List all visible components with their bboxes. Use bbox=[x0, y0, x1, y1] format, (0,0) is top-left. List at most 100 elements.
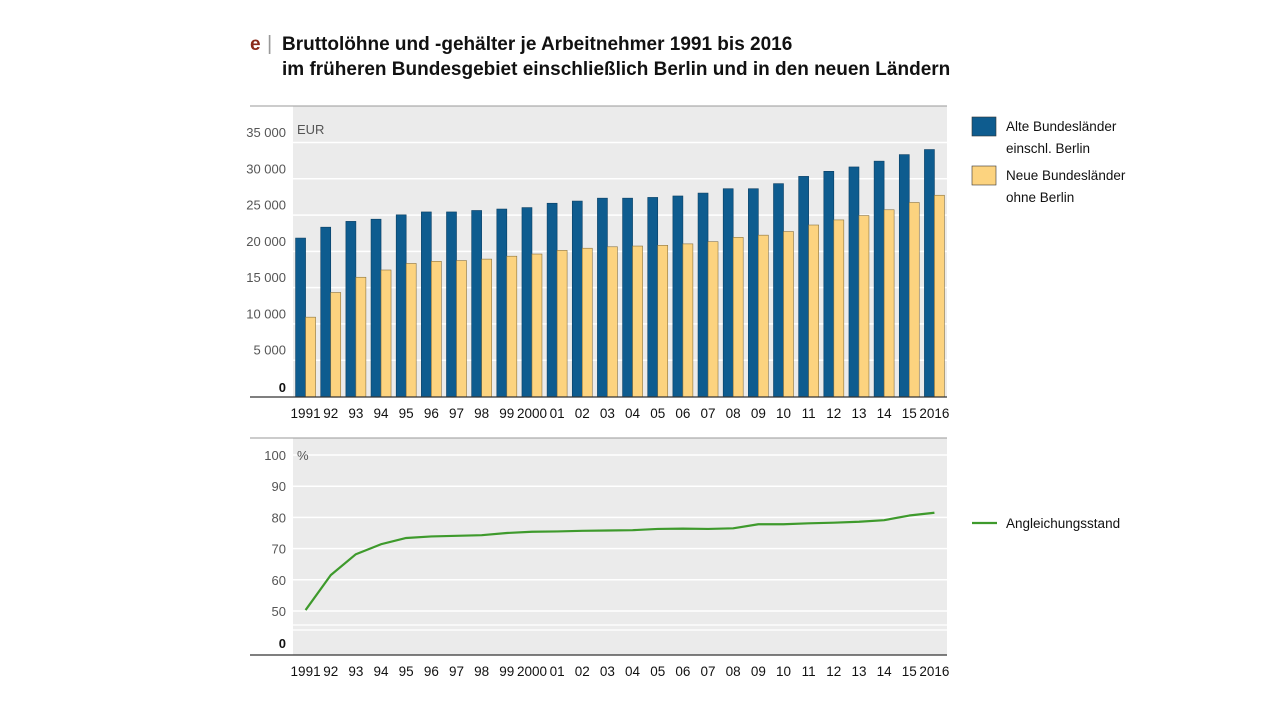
bar-alte-bundeslaender bbox=[571, 200, 583, 398]
legend-label-neue: Neue Bundesländer bbox=[1006, 168, 1126, 183]
line-x-tick-label: 15 bbox=[902, 664, 917, 679]
bar-neue-bundeslaender bbox=[581, 247, 593, 398]
bar-x-tick-label: 2016 bbox=[919, 406, 949, 421]
bar-neue-bundeslaender bbox=[506, 255, 518, 398]
bar-y-tick-label: 15 000 bbox=[246, 270, 286, 285]
line-x-tick-label: 09 bbox=[751, 664, 766, 679]
bar-neue-bundeslaender bbox=[380, 269, 392, 398]
bar-neue-bundeslaender bbox=[481, 258, 492, 398]
bar-alte-bundeslaender bbox=[496, 208, 508, 398]
line-x-tick-label: 13 bbox=[851, 664, 866, 679]
bar-alte-bundeslaender bbox=[898, 154, 910, 398]
line-x-tick-label: 2016 bbox=[919, 664, 949, 679]
title-separator: | bbox=[267, 33, 273, 55]
bar-neue-bundeslaender bbox=[355, 276, 367, 398]
bar-y-tick-label: 25 000 bbox=[246, 198, 286, 213]
bar-alte-bundeslaender bbox=[873, 160, 885, 398]
line-x-tick-label: 07 bbox=[701, 664, 716, 679]
line-x-tick-label: 92 bbox=[323, 664, 338, 679]
bar-x-tick-label: 15 bbox=[902, 406, 917, 421]
bar-alte-bundeslaender bbox=[421, 211, 432, 398]
bar-neue-bundeslaender bbox=[808, 224, 819, 398]
bar-x-tick-label: 92 bbox=[323, 406, 338, 421]
bar-alte-bundeslaender bbox=[773, 183, 784, 398]
legend-label-alte: einschl. Berlin bbox=[1006, 141, 1090, 156]
legend-swatch-neue bbox=[971, 165, 997, 186]
line-x-tick-label: 11 bbox=[802, 664, 816, 679]
bar-neue-bundeslaender bbox=[330, 292, 342, 398]
bar-neue-bundeslaender bbox=[833, 219, 845, 398]
line-x-tick-label: 99 bbox=[499, 664, 514, 679]
line-x-tick-label: 06 bbox=[675, 664, 690, 679]
panel-letter: e bbox=[250, 34, 261, 55]
bar-y-tick-label: 0 bbox=[279, 380, 286, 395]
line-plot-background bbox=[293, 438, 947, 655]
bar-x-tick-label: 01 bbox=[550, 406, 565, 421]
bar-alte-bundeslaender bbox=[395, 214, 407, 398]
line-x-tick-label: 93 bbox=[348, 664, 363, 679]
bar-neue-bundeslaender bbox=[456, 260, 467, 398]
line-x-tick-label: 2000 bbox=[517, 664, 547, 679]
bar-unit-label: EUR bbox=[297, 122, 324, 137]
bar-x-tick-label: 02 bbox=[575, 406, 590, 421]
bar-neue-bundeslaender bbox=[556, 250, 568, 398]
line-x-tick-label: 94 bbox=[374, 664, 390, 679]
bar-alte-bundeslaender bbox=[748, 188, 759, 398]
bar-x-tick-label: 97 bbox=[449, 406, 464, 421]
line-x-tick-label: 1991 bbox=[291, 664, 321, 679]
title-line-1: Bruttolöhne und -gehälter je Arbeitnehme… bbox=[282, 34, 793, 55]
bar-alte-bundeslaender bbox=[647, 197, 659, 398]
bar-y-tick-label: 20 000 bbox=[246, 234, 286, 249]
legend-label-alte: Alte Bundesländer bbox=[1006, 119, 1117, 134]
line-x-tick-label: 02 bbox=[575, 664, 590, 679]
line-x-tick-label: 14 bbox=[877, 664, 893, 679]
bar-y-tick-label: 10 000 bbox=[246, 306, 286, 321]
bar-y-tick-label: 5 000 bbox=[253, 343, 286, 358]
bar-neue-bundeslaender bbox=[858, 215, 870, 398]
bar-alte-bundeslaender bbox=[370, 218, 382, 398]
bar-neue-bundeslaender bbox=[682, 243, 694, 398]
bar-neue-bundeslaender bbox=[883, 209, 895, 398]
line-unit-label: % bbox=[297, 448, 309, 463]
bar-x-tick-label: 08 bbox=[726, 406, 741, 421]
bar-neue-bundeslaender bbox=[405, 263, 417, 398]
line-y-tick-label: 50 bbox=[272, 604, 286, 619]
bar-alte-bundeslaender bbox=[722, 188, 734, 398]
line-angleichungsstand bbox=[304, 511, 935, 611]
line-y-tick-label: 90 bbox=[272, 479, 286, 494]
bar-alte-bundeslaender bbox=[597, 197, 608, 398]
bar-y-tick-label: 35 000 bbox=[246, 125, 286, 140]
bar-neue-bundeslaender bbox=[305, 316, 316, 398]
legend-label-neue: ohne Berlin bbox=[1006, 190, 1074, 205]
bar-x-tick-label: 98 bbox=[474, 406, 489, 421]
legend-swatch-alte bbox=[971, 116, 997, 137]
bar-alte-bundeslaender bbox=[622, 197, 633, 398]
bar-neue-bundeslaender bbox=[908, 202, 920, 398]
bar-alte-bundeslaender bbox=[521, 207, 533, 398]
bar-x-tick-label: 06 bbox=[675, 406, 690, 421]
bar-alte-bundeslaender bbox=[848, 166, 860, 398]
bar-neue-bundeslaender bbox=[657, 245, 669, 398]
bar-neue-bundeslaender bbox=[607, 246, 618, 398]
bar-x-tick-label: 11 bbox=[802, 406, 816, 421]
bar-neue-bundeslaender bbox=[431, 260, 442, 398]
bar-x-tick-label: 03 bbox=[600, 406, 615, 421]
line-x-tick-label: 98 bbox=[474, 664, 489, 679]
line-x-tick-label: 05 bbox=[650, 664, 665, 679]
line-y-tick-label: 70 bbox=[272, 542, 286, 557]
bar-x-tick-label: 96 bbox=[424, 406, 439, 421]
bar-x-tick-label: 05 bbox=[650, 406, 665, 421]
bar-neue-bundeslaender bbox=[632, 245, 643, 398]
bar-alte-bundeslaender bbox=[471, 210, 482, 398]
bar-x-tick-label: 09 bbox=[751, 406, 766, 421]
bar-neue-bundeslaender bbox=[783, 231, 794, 398]
bar-alte-bundeslaender bbox=[924, 149, 935, 398]
bar-alte-bundeslaender bbox=[546, 202, 558, 398]
line-y-tick-label: 0 bbox=[279, 636, 286, 651]
line-y-tick-label: 100 bbox=[264, 448, 286, 463]
bar-x-tick-label: 07 bbox=[701, 406, 716, 421]
bar-alte-bundeslaender bbox=[295, 237, 306, 398]
bar-alte-bundeslaender bbox=[672, 195, 684, 398]
bar-y-tick-label: 30 000 bbox=[246, 161, 286, 176]
bar-x-tick-label: 10 bbox=[776, 406, 791, 421]
